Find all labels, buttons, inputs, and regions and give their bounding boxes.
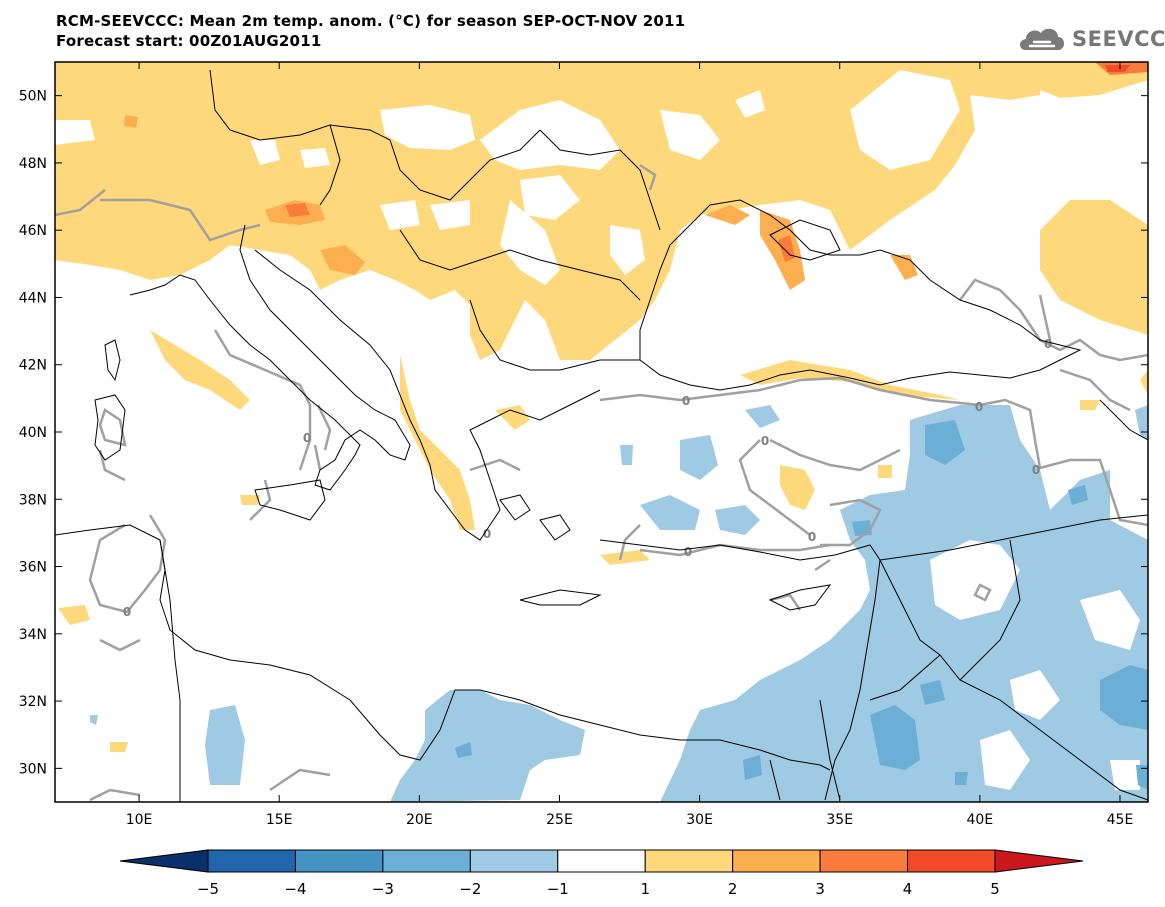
- colorbar-label: −3: [372, 880, 394, 898]
- map-title: RCM-SEEVCCC: Mean 2m temp. anom. (°C) fo…: [56, 12, 686, 30]
- colorbar-label: 3: [815, 880, 825, 898]
- strong-cool-anomaly-fill: [455, 420, 1148, 790]
- latitude-axis: 50N 48N 46N 44N 42N 40N 38N 36N 34N 32N 30N: [19, 89, 1148, 777]
- colorbar-segment: [207, 849, 296, 873]
- strong-warm-anomaly-fill: [124, 62, 1148, 290]
- colorbar-label: 1: [640, 880, 650, 898]
- colorbar-segment: [557, 849, 646, 873]
- contour-labels: 0 0 0 0 0 0 0 0 0 0: [123, 337, 1052, 619]
- lon-tick-label: 45E: [1107, 812, 1134, 828]
- colorbar-label: −1: [547, 880, 569, 898]
- lon-tick-label: 40E: [967, 812, 994, 828]
- lon-tick-label: 10E: [126, 812, 153, 828]
- coastlines: [55, 69, 1148, 802]
- lat-tick-label: 30N: [19, 761, 47, 777]
- lon-tick-label: 30E: [686, 812, 713, 828]
- colorbar-segment: [819, 849, 909, 873]
- colorbar-extend-high: [994, 849, 1084, 873]
- lat-tick-label: 42N: [19, 358, 47, 374]
- svg-text:0: 0: [1032, 463, 1040, 477]
- lon-tick-label: 25E: [546, 812, 573, 828]
- zero-contour: [55, 163, 1148, 802]
- colorbar-segment: [382, 849, 471, 873]
- colorbar-segment: [294, 849, 384, 873]
- lat-tick-label: 38N: [19, 492, 47, 508]
- lon-tick-label: 15E: [266, 812, 293, 828]
- lat-tick-label: 46N: [19, 223, 47, 239]
- seevccc-logo: SEEVCCC: [1016, 22, 1165, 56]
- lat-tick-label: 40N: [19, 425, 47, 441]
- colorbar-label: −5: [197, 880, 219, 898]
- colorbar-extend-low: [119, 849, 209, 873]
- colorbar: −5 −4 −3 −2 −1 1 2 3 4 5: [119, 849, 1084, 898]
- colorbar-label: −4: [284, 880, 306, 898]
- logo-text: SEEVCCC: [1072, 27, 1165, 51]
- lat-tick-label: 36N: [19, 560, 47, 576]
- cloud-icon: [1020, 28, 1064, 50]
- colorbar-label: 5: [990, 880, 1000, 898]
- neutral-patches-south: [930, 540, 1140, 790]
- longitude-axis: 10E 15E 20E 25E 30E 35E 40E 45E: [126, 62, 1134, 828]
- svg-text:0: 0: [682, 394, 690, 408]
- svg-text:0: 0: [483, 527, 491, 541]
- colorbar-segment: [644, 849, 734, 873]
- svg-text:0: 0: [761, 434, 769, 448]
- colorbar-label: −2: [459, 880, 481, 898]
- lat-tick-label: 34N: [19, 627, 47, 643]
- svg-text:0: 0: [303, 431, 311, 445]
- lon-tick-label: 20E: [406, 812, 433, 828]
- forecast-start-label: Forecast start: 00Z01AUG2011: [56, 32, 322, 50]
- colorbar-segment: [907, 849, 996, 873]
- neutral-patches: [55, 70, 960, 285]
- colorbar-label: 2: [728, 880, 738, 898]
- svg-text:0: 0: [123, 605, 131, 619]
- lat-tick-label: 48N: [19, 156, 47, 172]
- colorbar-label: 4: [903, 880, 913, 898]
- colorbar-segment: [469, 849, 559, 873]
- lat-tick-label: 32N: [19, 694, 47, 710]
- svg-text:0: 0: [975, 400, 983, 414]
- colorbar-segment: [732, 849, 821, 873]
- lon-tick-label: 35E: [826, 812, 853, 828]
- lat-tick-label: 50N: [19, 89, 47, 105]
- lat-tick-label: 44N: [19, 290, 47, 306]
- svg-text:0: 0: [684, 545, 692, 559]
- svg-text:0: 0: [1044, 337, 1052, 351]
- svg-text:0: 0: [808, 530, 816, 544]
